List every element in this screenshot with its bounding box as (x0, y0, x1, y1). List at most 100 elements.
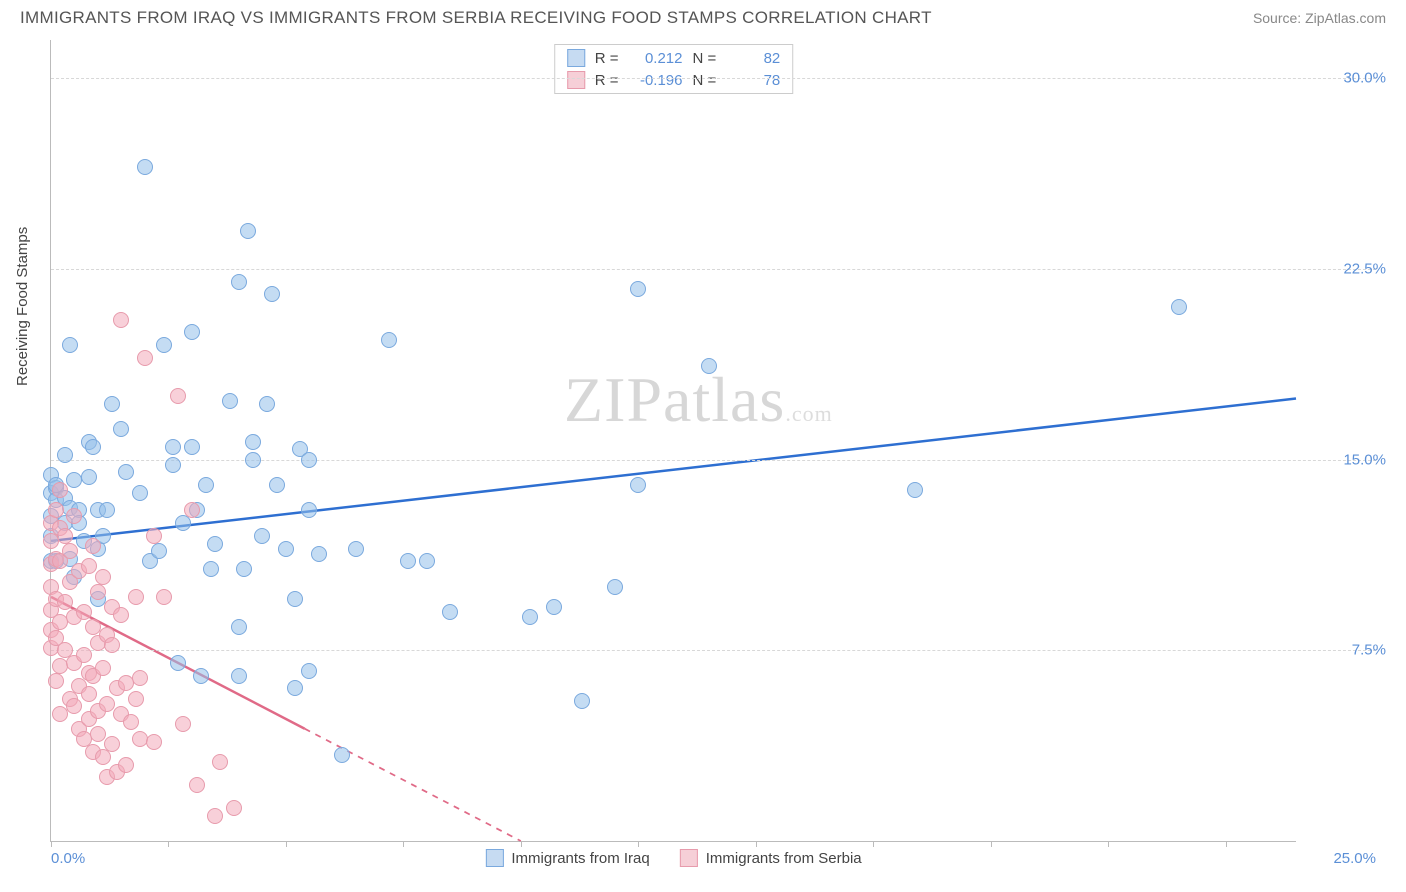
legend-swatch (680, 849, 698, 867)
legend-row: R =-0.196N =78 (555, 69, 793, 91)
correlation-legend: R =0.212N =82R =-0.196N =78 (554, 44, 794, 94)
data-point (81, 558, 97, 574)
data-point (701, 358, 717, 374)
data-point (198, 477, 214, 493)
data-point (630, 477, 646, 493)
data-point (301, 452, 317, 468)
legend-swatch (567, 49, 585, 67)
data-point (184, 502, 200, 518)
data-point (57, 528, 73, 544)
data-point (170, 388, 186, 404)
r-value: -0.196 (629, 72, 683, 89)
data-point (231, 619, 247, 635)
data-point (137, 350, 153, 366)
data-point (118, 757, 134, 773)
x-tick (51, 841, 52, 847)
watermark: ZIPatlas.com (564, 363, 833, 437)
data-point (907, 482, 923, 498)
y-tick-label: 7.5% (1352, 642, 1386, 659)
data-point (48, 673, 64, 689)
legend-label: Immigrants from Serbia (706, 850, 862, 867)
series-legend: Immigrants from Iraq Immigrants from Serb… (485, 849, 861, 867)
data-point (156, 337, 172, 353)
legend-item: Immigrants from Iraq (485, 849, 649, 867)
data-point (287, 680, 303, 696)
data-point (52, 482, 68, 498)
data-point (381, 332, 397, 348)
data-point (137, 159, 153, 175)
data-point (311, 546, 327, 562)
data-point (231, 274, 247, 290)
data-point (113, 312, 129, 328)
data-point (99, 696, 115, 712)
y-tick-label: 22.5% (1343, 260, 1386, 277)
data-point (90, 584, 106, 600)
data-point (419, 553, 435, 569)
data-point (62, 543, 78, 559)
n-label: N = (693, 50, 717, 67)
data-point (189, 777, 205, 793)
legend-item: Immigrants from Serbia (680, 849, 862, 867)
data-point (132, 485, 148, 501)
data-point (81, 469, 97, 485)
y-axis-label: Receiving Food Stamps (14, 227, 31, 386)
data-point (207, 808, 223, 824)
data-point (287, 591, 303, 607)
data-point (630, 281, 646, 297)
r-value: 0.212 (629, 50, 683, 67)
data-point (226, 800, 242, 816)
data-point (301, 502, 317, 518)
data-point (348, 541, 364, 557)
data-point (222, 393, 238, 409)
x-tick (521, 841, 522, 847)
data-point (259, 396, 275, 412)
data-point (400, 553, 416, 569)
source-label: Source: ZipAtlas.com (1253, 10, 1386, 26)
data-point (165, 439, 181, 455)
data-point (212, 754, 228, 770)
data-point (151, 543, 167, 559)
data-point (175, 716, 191, 732)
x-axis-min-label: 0.0% (51, 850, 85, 867)
data-point (62, 337, 78, 353)
data-point (95, 660, 111, 676)
x-tick (638, 841, 639, 847)
x-tick (1226, 841, 1227, 847)
data-point (184, 439, 200, 455)
data-point (146, 528, 162, 544)
data-point (442, 604, 458, 620)
data-point (156, 589, 172, 605)
data-point (99, 502, 115, 518)
data-point (76, 604, 92, 620)
data-point (522, 609, 538, 625)
data-point (245, 452, 261, 468)
data-point (76, 647, 92, 663)
data-point (1171, 299, 1187, 315)
n-label: N = (693, 72, 717, 89)
data-point (57, 594, 73, 610)
chart-area: ZIPatlas.com R =0.212N =82R =-0.196N =78… (50, 40, 1296, 842)
data-point (128, 589, 144, 605)
data-point (85, 439, 101, 455)
n-value: 82 (726, 50, 780, 67)
data-point (170, 655, 186, 671)
data-point (254, 528, 270, 544)
data-point (334, 747, 350, 763)
legend-swatch (567, 71, 585, 89)
y-tick-label: 30.0% (1343, 70, 1386, 87)
data-point (236, 561, 252, 577)
gridline (51, 78, 1376, 79)
y-tick-label: 15.0% (1343, 451, 1386, 468)
data-point (123, 714, 139, 730)
data-point (118, 464, 134, 480)
data-point (269, 477, 285, 493)
data-point (278, 541, 294, 557)
legend-swatch (485, 849, 503, 867)
data-point (184, 324, 200, 340)
data-point (66, 698, 82, 714)
data-point (128, 691, 144, 707)
data-point (165, 457, 181, 473)
x-tick (991, 841, 992, 847)
gridline (51, 269, 1376, 270)
data-point (546, 599, 562, 615)
